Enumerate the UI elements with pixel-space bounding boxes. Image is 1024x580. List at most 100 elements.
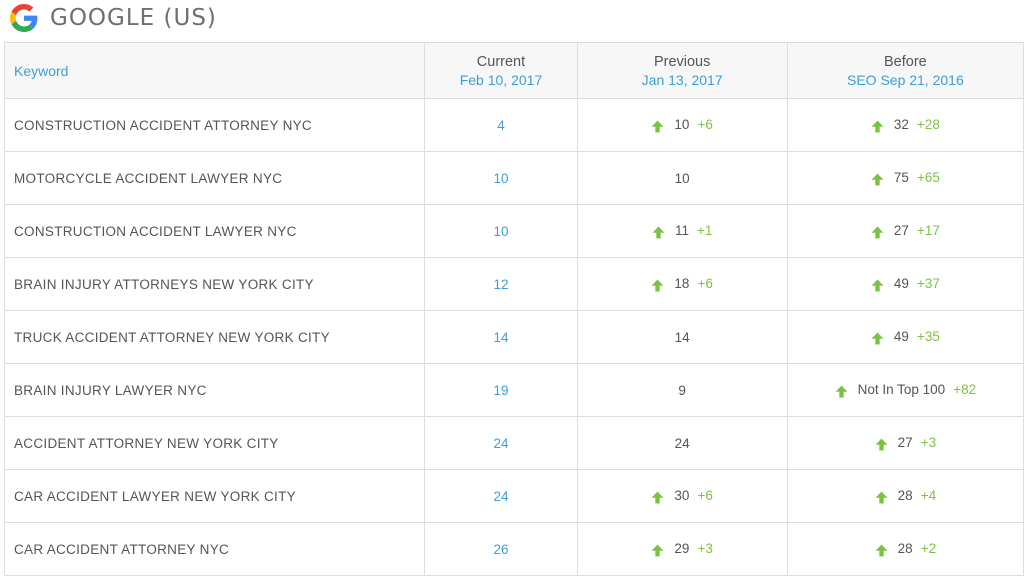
before-rank-change: +3 bbox=[920, 434, 937, 450]
previous-rank-value: 11 bbox=[674, 222, 689, 238]
arrow-up-icon bbox=[875, 491, 888, 504]
arrow-up-icon bbox=[871, 173, 884, 186]
previous-rank-value: 10 bbox=[674, 170, 690, 186]
current-rank-cell[interactable]: 26 bbox=[424, 522, 578, 576]
table-row: BRAIN INJURY ATTORNEYS NEW YORK CITY 12 18… bbox=[3, 257, 1024, 311]
table-row: MOTORCYCLE ACCIDENT LAWYER NYC 10 10 75 +65 bbox=[3, 151, 1024, 205]
previous-rank-cell: 10 bbox=[576, 151, 788, 205]
arrow-up-icon bbox=[871, 226, 884, 239]
before-rank-cell: 28 +2 bbox=[786, 522, 1024, 576]
previous-rank-change: +6 bbox=[697, 275, 713, 291]
previous-rank-value: 18 bbox=[674, 275, 690, 291]
current-rank-cell[interactable]: 10 bbox=[424, 204, 578, 258]
previous-rank-cell: 29 +3 bbox=[576, 522, 788, 576]
before-rank: 28 +4 bbox=[875, 488, 936, 503]
before-rank-change: +2 bbox=[920, 540, 937, 556]
arrow-up-icon bbox=[652, 226, 665, 239]
previous-rank: 29 +3 bbox=[651, 540, 713, 556]
table-row: CONSTRUCTION ACCIDENT LAWYER NYC 10 11 +1 27… bbox=[3, 204, 1024, 258]
previous-label: Previous bbox=[653, 53, 711, 70]
previous-rank-change: +1 bbox=[696, 222, 713, 238]
before-rank-value: 28 bbox=[897, 540, 913, 556]
previous-rank-cell: 10 +6 bbox=[576, 98, 788, 152]
current-rank-cell[interactable]: 24 bbox=[424, 416, 578, 470]
previous-rank: 14 bbox=[675, 330, 690, 345]
arrow-up-icon bbox=[871, 279, 884, 292]
arrow-up-icon bbox=[651, 279, 664, 292]
before-rank-change: +65 bbox=[916, 169, 940, 185]
arrow-up-icon bbox=[651, 120, 664, 133]
keyword-cell: MOTORCYCLE ACCIDENT LAWYER NYC bbox=[3, 151, 426, 205]
current-rank-cell[interactable]: 14 bbox=[424, 310, 578, 364]
before-rank-cell: 27 +17 bbox=[786, 204, 1024, 258]
arrow-up-icon bbox=[651, 491, 664, 504]
table-row: CONSTRUCTION ACCIDENT ATTORNEY NYC 4 10 +6 3… bbox=[3, 98, 1024, 152]
keyword-cell: CONSTRUCTION ACCIDENT LAWYER NYC bbox=[3, 204, 426, 258]
previous-rank-cell: 18 +6 bbox=[576, 257, 788, 311]
previous-rank: 9 bbox=[678, 383, 686, 398]
current-rank-cell[interactable]: 10 bbox=[424, 151, 578, 205]
keyword-cell: CAR ACCIDENT LAWYER NEW YORK CITY bbox=[3, 469, 426, 523]
table-header-row: Keyword Current Feb 10, 2017 Previous Ja… bbox=[3, 42, 1024, 99]
before-rank: 28 +2 bbox=[875, 541, 936, 556]
before-rank: 27 +3 bbox=[875, 435, 936, 450]
previous-rank-cell: 30 +6 bbox=[576, 469, 788, 523]
current-column-header[interactable]: Current Feb 10, 2017 bbox=[424, 42, 578, 99]
previous-rank: 10 +6 bbox=[651, 116, 713, 133]
keyword-column-header[interactable]: Keyword bbox=[3, 42, 426, 99]
previous-rank-cell: 14 bbox=[576, 310, 788, 364]
before-date[interactable]: SEO Sep 21, 2016 bbox=[846, 71, 964, 88]
previous-rank-value: 24 bbox=[674, 435, 690, 451]
previous-column-header[interactable]: Previous Jan 13, 2017 bbox=[576, 42, 788, 99]
before-rank-cell: 28 +4 bbox=[786, 469, 1024, 523]
google-g-icon bbox=[10, 4, 38, 32]
current-rank-cell[interactable]: 24 bbox=[424, 469, 578, 523]
before-rank-value: 49 bbox=[893, 275, 909, 291]
keyword-cell: ACCIDENT ATTORNEY NEW YORK CITY bbox=[3, 416, 426, 470]
before-label: Before bbox=[884, 53, 927, 70]
keyword-cell: TRUCK ACCIDENT ATTORNEY NEW YORK CITY bbox=[3, 310, 426, 364]
table-row: BRAIN INJURY LAWYER NYC 19 9 Not In Top 100… bbox=[3, 363, 1024, 417]
previous-rank: 10 bbox=[675, 171, 690, 186]
keyword-cell: BRAIN INJURY ATTORNEYS NEW YORK CITY bbox=[3, 257, 426, 311]
before-column-header[interactable]: Before SEO Sep 21, 2016 bbox=[786, 42, 1024, 99]
previous-rank: 18 +6 bbox=[651, 275, 713, 292]
before-rank-cell: 49 +37 bbox=[786, 257, 1024, 311]
before-rank: 27 +17 bbox=[871, 223, 940, 238]
previous-rank-cell: 9 bbox=[576, 363, 788, 417]
before-rank: 75 +65 bbox=[871, 170, 940, 185]
current-rank-cell[interactable]: 4 bbox=[424, 98, 578, 152]
arrow-up-icon bbox=[871, 120, 884, 133]
previous-rank-change: +6 bbox=[697, 116, 713, 132]
previous-rank: 11 +1 bbox=[652, 223, 712, 238]
before-rank: Not In Top 100 +82 bbox=[835, 382, 976, 397]
keyword-cell: BRAIN INJURY LAWYER NYC bbox=[3, 363, 426, 417]
before-rank-cell: 27 +3 bbox=[786, 416, 1024, 470]
keyword-ranking-table: Keyword Current Feb 10, 2017 Previous Ja… bbox=[3, 42, 1024, 576]
previous-date[interactable]: Jan 13, 2017 bbox=[641, 71, 723, 88]
before-rank: 32 +28 bbox=[871, 117, 940, 132]
previous-rank-value: 14 bbox=[674, 329, 690, 345]
previous-rank-change: +6 bbox=[697, 487, 713, 503]
before-rank: 49 +35 bbox=[871, 329, 940, 344]
current-rank-cell[interactable]: 19 bbox=[424, 363, 578, 417]
current-rank-cell[interactable]: 12 bbox=[424, 257, 578, 311]
before-rank-value: 27 bbox=[897, 434, 913, 450]
arrow-up-icon bbox=[875, 438, 888, 451]
current-date[interactable]: Feb 10, 2017 bbox=[459, 71, 543, 88]
report-header: GOOGLE (US) bbox=[10, 0, 217, 36]
previous-rank-value: 9 bbox=[678, 382, 686, 398]
before-rank-change: +35 bbox=[916, 328, 940, 344]
previous-rank: 24 bbox=[675, 436, 690, 451]
before-rank-change: +17 bbox=[916, 222, 940, 238]
before-rank-cell: 75 +65 bbox=[786, 151, 1024, 205]
before-rank-change: +37 bbox=[916, 275, 940, 291]
before-rank-value: 49 bbox=[893, 328, 909, 344]
page-title: GOOGLE (US) bbox=[50, 5, 217, 31]
before-rank-value: 28 bbox=[897, 487, 913, 503]
table-row: TRUCK ACCIDENT ATTORNEY NEW YORK CITY 14 1… bbox=[3, 310, 1024, 364]
keyword-cell: CONSTRUCTION ACCIDENT ATTORNEY NYC bbox=[3, 98, 426, 152]
before-rank-value: 75 bbox=[893, 169, 909, 185]
previous-rank-change: +3 bbox=[697, 540, 713, 556]
before-rank: 49 +37 bbox=[871, 276, 940, 291]
